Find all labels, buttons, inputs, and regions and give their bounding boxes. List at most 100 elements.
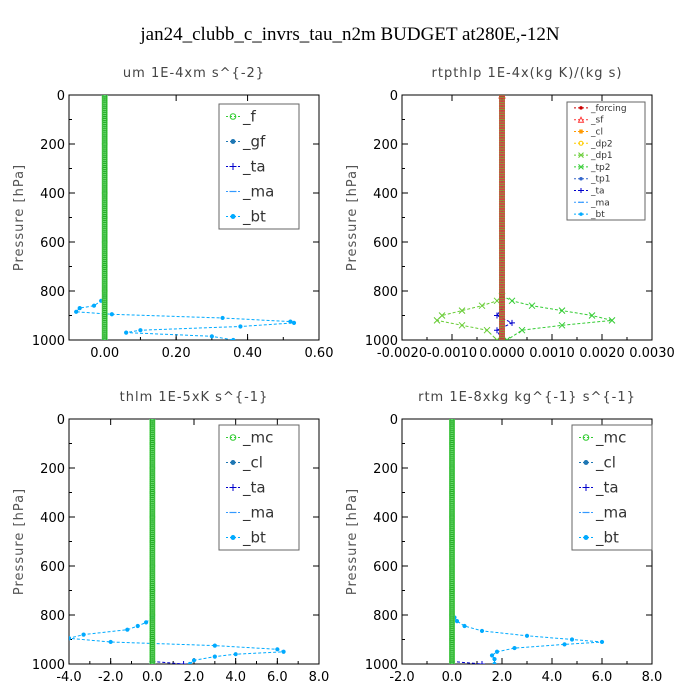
zero-profile-marker [149,461,155,467]
zero-profile-marker [102,125,108,131]
zero-profile-marker [149,471,155,477]
zero-profile-marker [102,235,108,241]
x-tick-label: 6.0 [592,670,613,685]
data-point [281,649,286,654]
zero-profile-marker [149,547,155,553]
series-line-bt [454,617,603,664]
zero-profile-marker [102,219,108,225]
data-point [518,326,526,334]
zero-profile-marker [149,577,155,583]
data-point [458,307,466,314]
zero-profile-marker [449,637,455,643]
zero-profile-marker [449,549,455,555]
zero-profile-marker [102,313,108,319]
zero-profile-marker [149,422,155,428]
zero-profile-marker [449,543,455,549]
zero-profile-marker [149,614,155,620]
series-group [449,419,605,664]
legend-marker [583,460,589,465]
zero-profile-marker [149,445,155,451]
zero-profile-marker [449,569,455,575]
zero-profile-marker [449,498,455,504]
zero-profile-marker [102,241,108,247]
zero-profile-marker [149,543,155,549]
zero-profile-marker [449,420,455,426]
y-tick-label: 0 [57,413,65,428]
zero-profile-marker [149,622,155,628]
zero-profile-marker [449,647,455,653]
data-point [562,642,567,647]
x-tick-label: 0.0 [142,670,163,685]
legend-marker [230,214,236,219]
zero-profile-marker [102,268,108,274]
zero-profile-marker [102,159,108,165]
zero-profile-marker [449,624,455,630]
data-point [74,309,79,314]
x-tick-label: 8.0 [642,670,663,685]
zero-profile-marker [449,510,455,516]
series-line-tp2 [501,295,613,340]
zero-profile-marker [149,555,155,561]
zero-profile-marker [149,569,155,575]
zero-profile-marker [149,463,155,469]
figure-title: jan24_clubb_c_invrs_tau_n2m BUDGET at280… [139,24,559,45]
zero-profile-marker [149,567,155,573]
zero-profile-marker [449,559,455,565]
zero-profile-marker [102,131,108,137]
zero-profile-marker [449,463,455,469]
legend-marker [229,484,237,491]
zero-profile-marker [102,100,108,106]
zero-profile-marker [149,541,155,547]
zero-profile-marker [449,449,455,455]
zero-profile-marker [449,451,455,457]
data-point [125,627,130,632]
zero-profile-marker [102,196,108,202]
zero-profile-marker [449,475,455,481]
zero-profile-marker [449,481,455,487]
zero-profile-marker [149,538,155,544]
zero-profile-marker [102,233,108,239]
zero-profile-marker [449,436,455,442]
zero-profile-marker [449,465,455,471]
zero-profile-marker [449,500,455,506]
zero-profile-marker [149,500,155,506]
y-tick-label: 1000 [32,334,65,349]
zero-profile-marker [149,469,155,475]
y-tick-label: 1000 [365,334,398,349]
zero-profile-marker [149,573,155,579]
zero-profile-marker [149,465,155,471]
zero-profile-marker [149,610,155,616]
zero-profile-marker [149,436,155,442]
zero-profile-marker [149,647,155,653]
zero-profile-marker [102,102,108,108]
zero-profile-marker [149,634,155,640]
zero-profile-marker [449,467,455,473]
zero-profile-marker [449,440,455,446]
data-point [433,317,441,324]
zero-profile-marker [102,270,108,276]
x-tick-label: 0.60 [305,346,334,361]
zero-profile-marker [102,172,108,178]
data-point [558,307,566,314]
zero-profile-marker [102,112,108,118]
legend-marker [230,535,236,540]
zero-profile-marker [449,447,455,453]
zero-profile-marker [449,573,455,579]
data-point [291,320,297,325]
zero-profile-marker [149,432,155,438]
zero-profile-marker [102,127,108,133]
series-line-dp1 [435,295,503,340]
data-point [187,661,192,664]
zero-profile-marker [149,459,155,465]
zero-profile-marker [102,294,108,300]
zero-profile-marker [149,653,155,659]
zero-profile-marker [102,178,108,184]
data-point [220,315,225,321]
zero-profile-marker [102,266,108,272]
zero-profile-marker [449,530,455,536]
chart-panel-2: rtpthlp 1E-4x(kg K)/(kg s) Pressure [hPa]… [345,66,675,361]
zero-profile-marker [102,323,108,329]
zero-profile-marker [449,581,455,587]
legend-entry-label: _ma [590,198,610,208]
zero-profile-marker [449,567,455,573]
